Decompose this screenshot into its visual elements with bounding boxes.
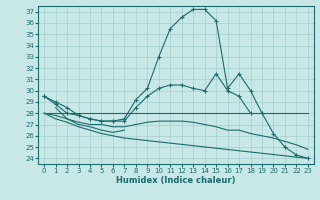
X-axis label: Humidex (Indice chaleur): Humidex (Indice chaleur) [116, 176, 236, 185]
